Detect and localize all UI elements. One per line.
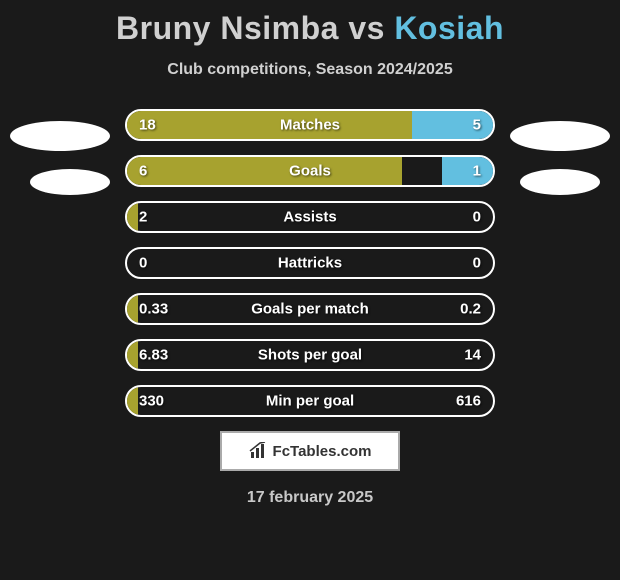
stat-value-left: 18 <box>139 117 156 134</box>
stat-value-right: 5 <box>473 117 481 134</box>
stat-row: 0.33 Goals per match 0.2 <box>125 293 495 325</box>
stat-fill-left <box>127 111 412 139</box>
stat-label: Matches <box>280 117 340 134</box>
stat-label: Assists <box>283 209 336 226</box>
comparison-chart: 18 Matches 5 6 Goals 1 2 Assists 0 0 Hattricks 0 0.3… <box>0 109 620 417</box>
stat-label: Goals per match <box>251 301 369 318</box>
stat-value-left: 0.33 <box>139 301 168 318</box>
stat-value-right: 14 <box>464 347 481 364</box>
stat-value-left: 330 <box>139 393 164 410</box>
stat-fill-left <box>127 387 138 415</box>
stat-label: Min per goal <box>266 393 354 410</box>
stat-value-right: 0 <box>473 209 481 226</box>
team-badge-placeholder <box>30 169 110 195</box>
stat-fill-left <box>127 341 138 369</box>
team-badge-placeholder <box>510 121 610 151</box>
stat-row: 18 Matches 5 <box>125 109 495 141</box>
stat-label: Hattricks <box>278 255 342 272</box>
stat-row: 2 Assists 0 <box>125 201 495 233</box>
subtitle: Club competitions, Season 2024/2025 <box>0 61 620 79</box>
brand-badge: FcTables.com <box>220 431 400 471</box>
stat-label: Goals <box>289 163 331 180</box>
stat-value-right: 616 <box>456 393 481 410</box>
title-player1: Bruny Nsimba <box>116 10 339 46</box>
stat-fill-left <box>127 295 138 323</box>
stat-label: Shots per goal <box>258 347 362 364</box>
stat-fill-left <box>127 157 402 185</box>
page-title: Bruny Nsimba vs Kosiah <box>0 0 620 47</box>
stat-value-left: 2 <box>139 209 147 226</box>
stat-value-right: 0.2 <box>460 301 481 318</box>
stat-row: 6 Goals 1 <box>125 155 495 187</box>
date-text: 17 february 2025 <box>0 489 620 507</box>
stat-value-right: 1 <box>473 163 481 180</box>
team-badge-placeholder <box>520 169 600 195</box>
stat-value-left: 6 <box>139 163 147 180</box>
stat-value-left: 0 <box>139 255 147 272</box>
stat-value-left: 6.83 <box>139 347 168 364</box>
stat-row: 0 Hattricks 0 <box>125 247 495 279</box>
title-vs: vs <box>348 10 385 46</box>
stat-value-right: 0 <box>473 255 481 272</box>
stat-row: 330 Min per goal 616 <box>125 385 495 417</box>
stat-fill-right <box>442 157 493 185</box>
chart-icon <box>249 442 269 460</box>
brand-text: FcTables.com <box>273 443 372 460</box>
team-badge-placeholder <box>10 121 110 151</box>
stat-row: 6.83 Shots per goal 14 <box>125 339 495 371</box>
stat-fill-left <box>127 203 138 231</box>
title-player2: Kosiah <box>394 10 504 46</box>
